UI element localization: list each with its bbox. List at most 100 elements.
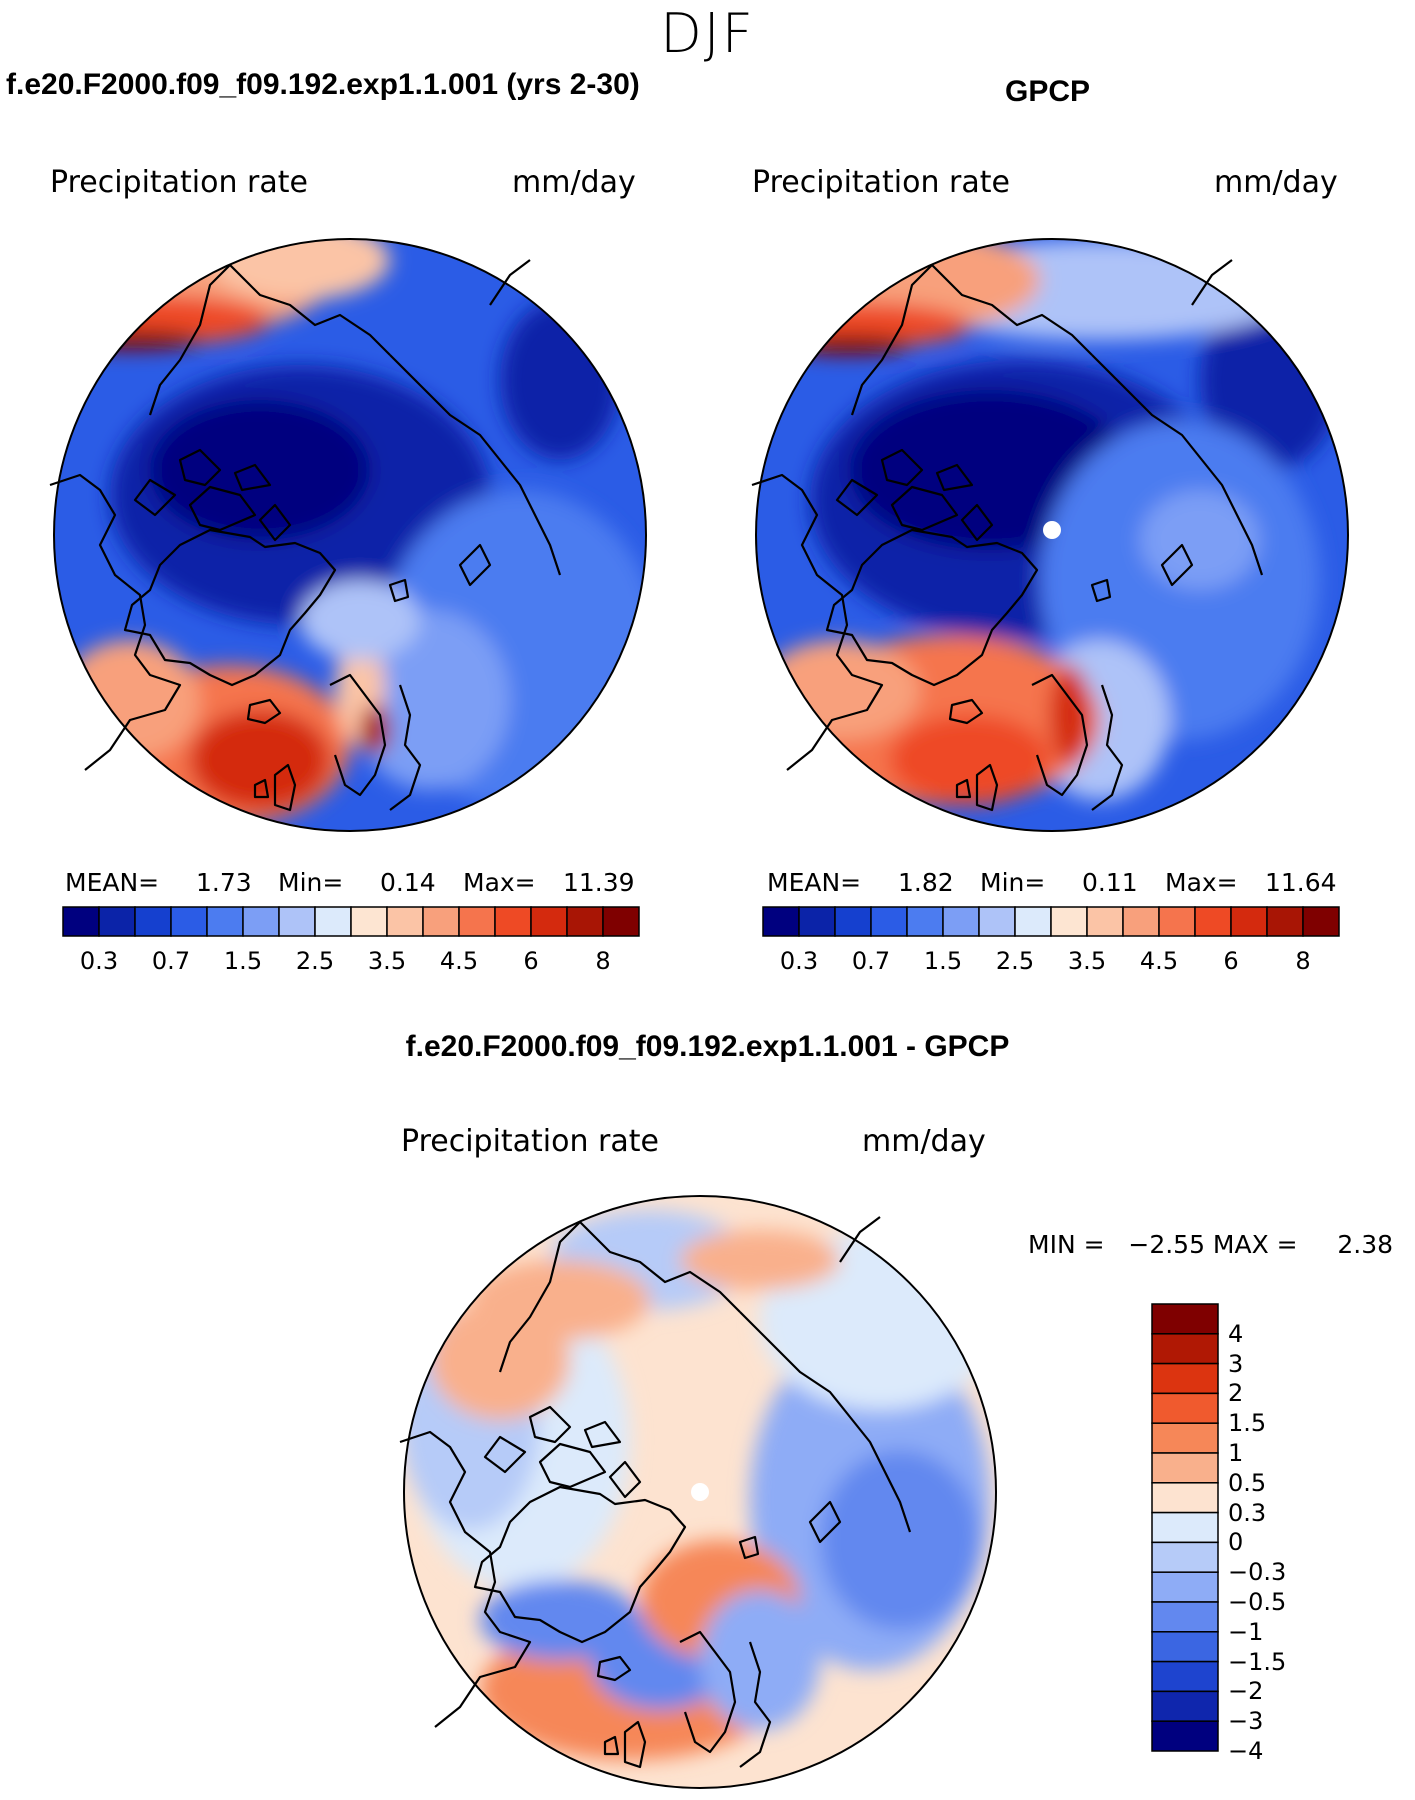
diff-colorbar-swatch xyxy=(1151,1482,1219,1514)
diff-colorbar-tick-label: 0 xyxy=(1228,1528,1244,1557)
obs-colorbar-swatch xyxy=(798,906,836,937)
obs-colorbar-swatch xyxy=(1194,906,1232,937)
model-mean-label: MEAN= xyxy=(65,868,160,897)
model-units-label: mm/day xyxy=(512,165,636,200)
model-colorbar-swatch xyxy=(530,906,568,937)
diff-colorbar-swatch xyxy=(1151,1690,1219,1722)
obs-colorbar-swatch xyxy=(834,906,872,937)
diff-units-label: mm/day xyxy=(862,1124,986,1159)
diff-colorbar-tick-label: −3 xyxy=(1228,1707,1264,1736)
model-colorbar-swatch xyxy=(278,906,316,937)
obs-colorbar-tick-label: 1.5 xyxy=(923,947,963,975)
diff-min-max: MIN = −2.55 MAX = 2.38 xyxy=(1028,1230,1394,1259)
model-colorbar-swatch xyxy=(170,906,208,937)
obs-panel-title: GPCP xyxy=(1005,75,1091,108)
diff-colorbar-swatch xyxy=(1151,1601,1219,1633)
model-mean-value: 1.73 xyxy=(196,868,252,897)
diff-colorbar-swatch xyxy=(1151,1452,1219,1484)
model-colorbar-swatch xyxy=(206,906,244,937)
diff-colorbar-tick-label: −0.3 xyxy=(1228,1558,1287,1587)
model-colorbar-tick-label: 4.5 xyxy=(439,947,479,975)
obs-colorbar-swatch xyxy=(978,906,1016,937)
model-min-label: Min= xyxy=(278,868,344,897)
diff-colorbar-swatch xyxy=(1151,1660,1219,1693)
diff-colorbar-swatch xyxy=(1151,1720,1219,1752)
model-colorbar-tick-label: 6 xyxy=(523,947,539,975)
obs-colorbar-tick-label: 4.5 xyxy=(1139,947,1179,975)
model-colorbar-swatch xyxy=(494,906,532,937)
diff-colorbar-tick-label: 3 xyxy=(1228,1349,1244,1378)
diff-colorbar-tick-label: 1.5 xyxy=(1228,1409,1267,1438)
model-panel-title: f.e20.F2000.f09_f09.192.exp1.1.001 (yrs … xyxy=(6,68,640,101)
obs-colorbar-swatch xyxy=(1086,906,1124,937)
model-colorbar-tick-label: 0.7 xyxy=(151,947,191,975)
model-colorbar-swatch xyxy=(314,906,352,937)
diff-colorbar-tick-label: −1 xyxy=(1228,1617,1264,1646)
diff-colorbar-swatch xyxy=(1151,1422,1219,1454)
obs-colorbar-swatch xyxy=(1230,906,1268,937)
diff-colorbar-tick-label: 2 xyxy=(1228,1379,1244,1408)
model-colorbar-swatch xyxy=(350,906,388,937)
obs-max-value: 11.64 xyxy=(1265,868,1337,897)
diff-colorbar-swatch xyxy=(1151,1511,1219,1544)
obs-colorbar-swatch xyxy=(1050,906,1088,937)
obs-min-label: Min= xyxy=(980,868,1046,897)
model-min-value: 0.14 xyxy=(380,868,436,897)
model-colorbar-swatch xyxy=(242,906,280,937)
diff-colorbar-swatch xyxy=(1151,1303,1219,1335)
obs-colorbar-swatch xyxy=(1302,906,1340,937)
obs-mean-value: 1.82 xyxy=(898,868,954,897)
obs-colorbar-swatch xyxy=(1266,906,1304,937)
obs-colorbar-tick-label: 2.5 xyxy=(995,947,1035,975)
obs-colorbar-tick-label: 0.3 xyxy=(779,947,819,975)
obs-colorbar-swatch xyxy=(762,906,800,937)
obs-colorbar-swatch xyxy=(942,906,980,937)
model-max-label: Max= xyxy=(463,868,536,897)
diff-colorbar-tick-label: 0.3 xyxy=(1228,1498,1267,1527)
obs-colorbar-swatch xyxy=(906,906,944,937)
diff-colorbar-swatch xyxy=(1151,1392,1219,1424)
model-colorbar-swatch xyxy=(98,906,136,937)
diff-colorbar-tick-label: −0.5 xyxy=(1228,1588,1287,1616)
model-colorbar-tick-label: 1.5 xyxy=(223,947,263,975)
model-colorbar-swatch xyxy=(422,906,460,937)
obs-colorbar-tick-label: 8 xyxy=(1295,947,1311,975)
model-colorbar-tick-label: 2.5 xyxy=(295,947,335,975)
diff-colorbar-swatch xyxy=(1151,1571,1219,1603)
obs-min-value: 0.11 xyxy=(1082,868,1138,897)
diff-colorbar-swatch xyxy=(1151,1333,1219,1365)
diff-panel-title: f.e20.F2000.f09_f09.192.exp1.1.001 - GPC… xyxy=(405,1030,1010,1063)
diff-colorbar-tick-label: −1.5 xyxy=(1228,1647,1287,1676)
diff-colorbar-tick-label: 4 xyxy=(1228,1319,1244,1348)
diff-colorbar-swatch xyxy=(1151,1631,1219,1663)
model-colorbar-tick-label: 0.3 xyxy=(79,947,119,975)
model-max-value: 11.39 xyxy=(563,868,635,897)
obs-colorbar-swatch xyxy=(870,906,908,937)
model-colorbar-swatch xyxy=(386,906,424,937)
diff-colorbar-tick-label: −4 xyxy=(1228,1737,1264,1765)
obs-colorbar-swatch xyxy=(1158,906,1196,937)
diff-colorbar-swatch xyxy=(1151,1362,1219,1395)
obs-variable-label: Precipitation rate xyxy=(752,165,1010,200)
model-colorbar-swatch xyxy=(134,906,172,937)
diff-colorbar-swatch xyxy=(1151,1541,1219,1573)
model-variable-label: Precipitation rate xyxy=(50,165,308,200)
diff-colorbar-tick-label: 0.5 xyxy=(1228,1468,1267,1497)
obs-max-label: Max= xyxy=(1165,868,1238,897)
season-title: DJF xyxy=(660,2,755,65)
obs-colorbar-tick-label: 6 xyxy=(1223,947,1239,975)
obs-colorbar-swatch xyxy=(1122,906,1160,937)
obs-units-label: mm/day xyxy=(1214,165,1338,200)
diff-variable-label: Precipitation rate xyxy=(401,1124,659,1159)
model-colorbar-tick-label: 8 xyxy=(595,947,611,975)
obs-colorbar-swatch xyxy=(1014,906,1052,937)
model-colorbar-swatch xyxy=(62,906,100,937)
diff-colorbar-tick-label: 1 xyxy=(1228,1439,1244,1467)
model-colorbar-swatch xyxy=(458,906,496,937)
model-colorbar-swatch xyxy=(566,906,604,937)
diff-colorbar-tick-label: −2 xyxy=(1228,1677,1264,1706)
model-colorbar-swatch xyxy=(602,906,640,937)
obs-colorbar-tick-label: 3.5 xyxy=(1067,947,1107,975)
model-colorbar-tick-label: 3.5 xyxy=(367,947,407,975)
